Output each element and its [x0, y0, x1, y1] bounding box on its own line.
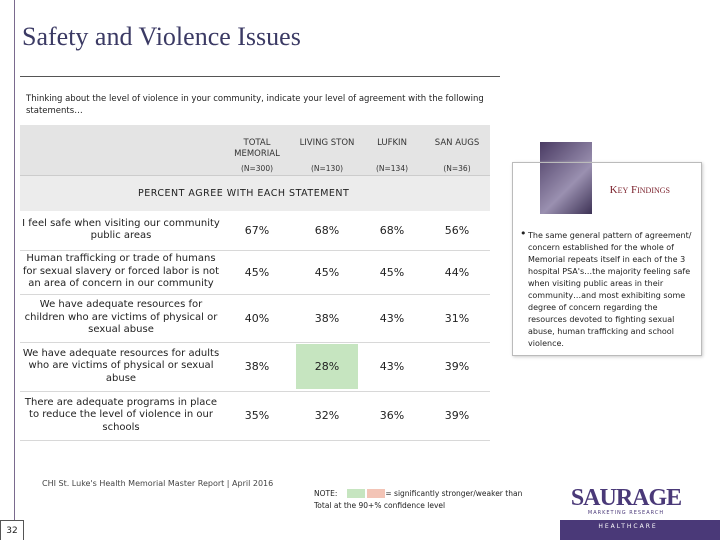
cell: 31% [444, 311, 470, 325]
section-header: PERCENT AGREE WITH EACH STATEMENT [20, 175, 490, 211]
column-n: (N=130) [310, 164, 344, 173]
key-findings-text: The same general pattern of agreement/ c… [520, 228, 698, 350]
cell: 40% [244, 311, 270, 325]
table-row [20, 250, 490, 295]
statement: We have adequate resources for children … [24, 299, 218, 336]
logo-sub: HEALTHCARE [598, 523, 658, 530]
note-text: = significantly stronger/weaker than Tot… [314, 489, 523, 510]
column-n: (N=36) [443, 164, 471, 173]
left-rule [14, 0, 15, 520]
cell: 45% [314, 265, 340, 279]
stronger-swatch [347, 489, 365, 498]
column-name: SAN AUGS [434, 138, 480, 148]
key-findings-image [540, 142, 592, 214]
statement: I feel safe when visiting our community … [22, 217, 220, 242]
intro: Thinking about the level of violence in … [26, 94, 484, 116]
cell: 35% [244, 409, 270, 422]
cell: 43% [379, 360, 405, 373]
cell: 39% [444, 360, 470, 373]
column-name: LUFKIN [377, 138, 407, 148]
logo: SAURAGE [570, 485, 682, 511]
table-row [20, 391, 490, 441]
title: Safety and Violence Issues [22, 22, 301, 51]
title-rule [20, 76, 500, 77]
table-row [20, 210, 490, 251]
cell: 39% [444, 409, 470, 422]
statement: There are adequate programs in place to … [24, 396, 218, 433]
statement: We have adequate resources for adults wh… [22, 347, 220, 384]
column-name: LIVING STON [299, 138, 355, 148]
cell: 68% [314, 223, 340, 237]
footer: CHI St. Luke's Health Memorial Master Re… [42, 479, 274, 488]
cell: 45% [244, 265, 270, 279]
cell: 67% [244, 223, 270, 237]
key-findings-box [512, 162, 702, 356]
cell: 68% [379, 223, 405, 237]
table-row [20, 342, 490, 392]
column-n: (N=300) [240, 164, 274, 173]
logo-band [560, 520, 720, 540]
cell: 38% [244, 360, 270, 373]
weaker-swatch [367, 489, 385, 498]
cell: 36% [379, 409, 405, 422]
logo-tagline: MARKETING RESEARCH [587, 510, 665, 516]
note: NOTE: = significantly stronger/weaker tha… [314, 488, 524, 512]
column-name: TOTAL MEMORIAL [234, 138, 280, 159]
table-header [20, 125, 490, 175]
cell: 32% [314, 409, 340, 422]
cell: 44% [444, 265, 470, 279]
cell: 43% [379, 311, 405, 325]
table-row [20, 294, 490, 343]
key-findings-title: Key Findings [609, 184, 670, 196]
page-number: 32 [0, 520, 24, 540]
column-n: (N=134) [375, 164, 409, 173]
note-label: NOTE: [314, 489, 338, 498]
cell: 38% [314, 311, 340, 325]
statement: Human trafficking or trade of humans for… [22, 253, 220, 290]
cell: 56% [444, 223, 470, 237]
cell: 28% [296, 344, 358, 389]
cell: 45% [379, 265, 405, 279]
